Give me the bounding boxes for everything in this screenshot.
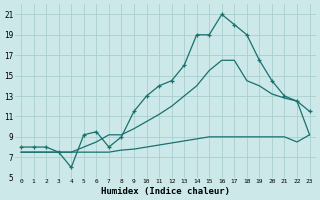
X-axis label: Humidex (Indice chaleur): Humidex (Indice chaleur) [101,187,230,196]
